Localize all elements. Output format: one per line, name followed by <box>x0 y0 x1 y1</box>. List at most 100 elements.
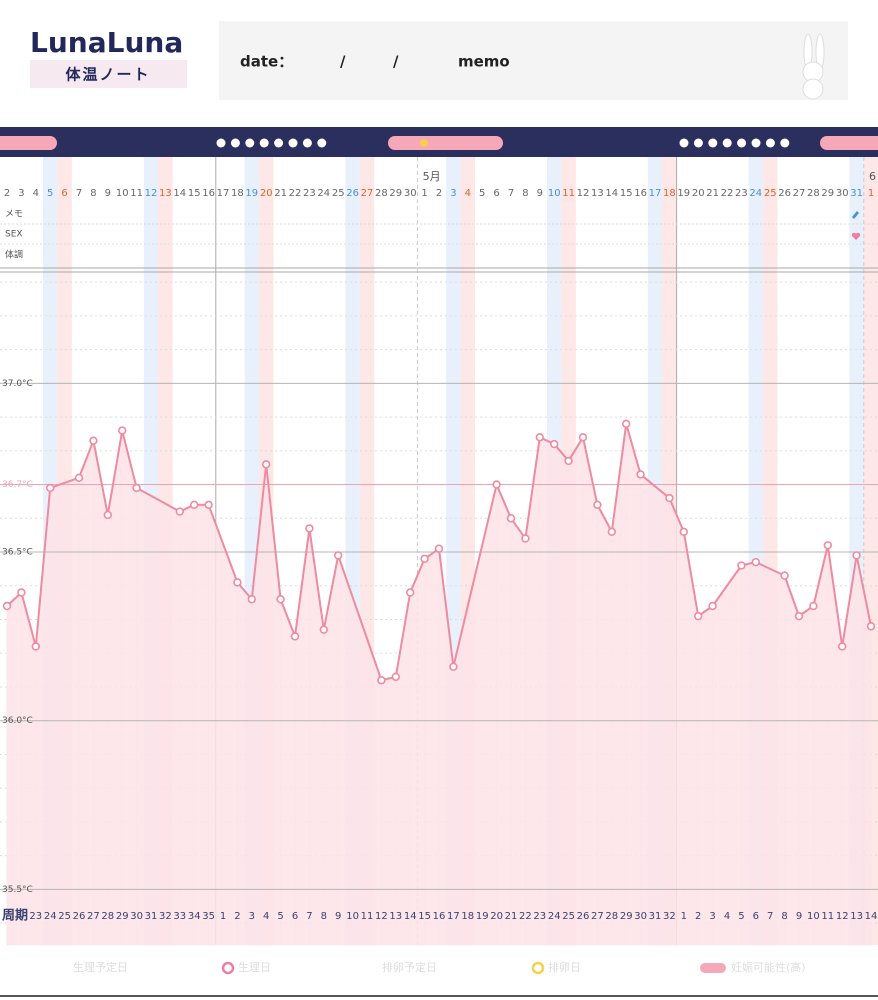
date-label: 22 <box>721 188 734 199</box>
date-label: date： <box>240 53 293 71</box>
temperature-point <box>262 460 271 469</box>
temperature-area <box>640 473 670 946</box>
temperature-area <box>309 528 325 946</box>
date-label: 25 <box>332 188 345 199</box>
fertile-pill <box>388 136 503 150</box>
temperature-line <box>452 484 498 667</box>
cycle-day: 35 <box>202 911 215 922</box>
cycle-label: 周期 <box>2 909 28 924</box>
temperature-area <box>525 437 541 946</box>
temperature-line <box>639 473 671 499</box>
date-label: 22 <box>289 188 302 199</box>
temperature-point <box>578 433 588 442</box>
temperature-point <box>737 561 746 570</box>
cycle-day: 8 <box>321 911 327 922</box>
memo-icon[interactable] <box>852 211 859 219</box>
cycle-day: 11 <box>361 911 374 922</box>
cycle-day: 1 <box>220 911 226 922</box>
period-icon <box>751 138 761 148</box>
month-label: 6 <box>869 170 876 183</box>
temperature-area <box>121 430 137 946</box>
temperature-point <box>506 514 516 523</box>
row-label: メモ <box>5 210 23 220</box>
temperature-point <box>89 436 98 445</box>
cycle-day: 28 <box>101 911 114 922</box>
cycle-day: 3 <box>709 911 715 922</box>
period-icon <box>765 138 775 148</box>
cycle-day: 26 <box>577 911 590 922</box>
temperature-line <box>34 487 52 647</box>
y-tick-label: 36.5°C <box>2 548 33 558</box>
legend-item: 生理予定日 <box>73 960 128 974</box>
temperature-point <box>117 426 127 435</box>
temperature-point <box>132 483 141 493</box>
period-marks <box>216 138 790 148</box>
cycle-day: 18 <box>461 911 474 922</box>
date-label: 1 <box>421 188 427 199</box>
temperature-area <box>625 423 641 946</box>
temperature-point <box>45 483 55 493</box>
temperature-point <box>535 433 544 442</box>
date-label: 20 <box>260 188 273 199</box>
date-label: 23 <box>303 188 316 199</box>
date-label: 10 <box>548 188 561 199</box>
date-label: 20 <box>692 188 705 199</box>
temperature-line <box>265 464 282 600</box>
temperature-point <box>809 601 818 611</box>
temperature-line <box>279 598 296 637</box>
temperature-line <box>711 564 743 607</box>
temperature-point <box>837 642 847 651</box>
date-label: 1 <box>868 188 874 199</box>
temperature-line <box>49 476 80 489</box>
temperature-point <box>492 480 501 489</box>
date-label: 6 <box>61 188 67 199</box>
temperature-line <box>250 464 268 600</box>
temperature-area <box>539 436 555 946</box>
temperature-point <box>593 500 602 509</box>
temperature-point <box>233 578 242 587</box>
temperature-line <box>92 440 109 516</box>
cycle-day: 7 <box>767 911 773 922</box>
cycle-day: 19 <box>476 911 489 922</box>
date-label: 10 <box>116 188 129 199</box>
temperature-area <box>237 581 253 946</box>
period-icon <box>780 138 790 148</box>
date-label: 15 <box>620 188 633 199</box>
date-label: 7 <box>508 188 514 199</box>
cycle-day: 32 <box>159 911 172 922</box>
temperature-area <box>683 531 699 946</box>
date-label: 19 <box>677 188 690 199</box>
temperature-area <box>381 676 397 946</box>
date-label: 27 <box>361 188 374 199</box>
temperature-point <box>175 507 185 516</box>
ovulation-icon <box>420 139 428 147</box>
cycle-day: 9 <box>796 911 802 922</box>
cycle-day: 27 <box>87 911 100 922</box>
temperature-point <box>247 595 257 604</box>
temperature-line <box>121 430 138 489</box>
temperature-point <box>549 439 559 449</box>
cycle-day: 32 <box>663 911 676 922</box>
period-icon <box>708 138 718 148</box>
temperature-line <box>524 437 541 539</box>
legend-icon <box>531 961 545 975</box>
date-label: 9 <box>105 188 111 199</box>
temperature-point <box>708 601 717 611</box>
temperature-line <box>337 555 383 681</box>
temperature-line <box>668 497 685 533</box>
heart-icon[interactable] <box>851 232 861 240</box>
temperature-area <box>510 517 526 946</box>
temperature-chart: 2 3 4 5 6 7 8 9 10 11 12 13 14 15 16 17 18 19 20 21 22 23 24 25… <box>0 157 878 946</box>
period-icon <box>302 138 312 148</box>
cycle-day: 14 <box>865 911 878 922</box>
temperature-point <box>103 510 113 520</box>
date-label: 28 <box>375 188 388 199</box>
y-tick-label: 37.0°C <box>2 379 33 389</box>
period-icon <box>245 138 255 148</box>
temperature-area <box>424 548 440 946</box>
temperature-line <box>308 528 325 630</box>
cycle-day: 30 <box>634 911 647 922</box>
cycle-day: 4 <box>724 911 730 922</box>
date-label: 7 <box>76 188 82 199</box>
cycle-day: 29 <box>620 911 633 922</box>
